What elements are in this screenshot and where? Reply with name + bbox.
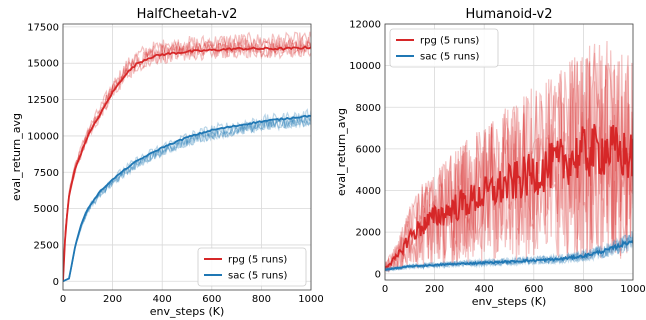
- halfcheetah-y-tick-label: 17500: [27, 22, 59, 33]
- humanoid-run-line: [385, 232, 633, 272]
- halfcheetah-x-tick-label: 0: [60, 294, 66, 305]
- humanoid-axes-frame: [384, 23, 634, 281]
- humanoid-run-line: [385, 55, 633, 272]
- halfcheetah-x-tick-label: 1000: [298, 294, 323, 305]
- halfcheetah-axes-frame: [62, 23, 312, 291]
- humanoid-y-tick-label: 4000: [356, 186, 381, 197]
- humanoid-legend: rpg (5 runs) sac (5 runs): [389, 28, 499, 68]
- humanoid-chart: 0 200 400 600 800 100002000400060008000100001…: [335, 7, 646, 308]
- halfcheetah-title: HalfCheetah-v2: [137, 7, 238, 22]
- humanoid-title: Humanoid-v2: [465, 7, 552, 22]
- humanoid-x-tick-label: 1000: [620, 284, 645, 295]
- humanoid-y-tick-label: 0: [375, 269, 381, 280]
- humanoid-x-tick-label: 600: [524, 284, 543, 295]
- halfcheetah-y-tick-label: 0: [53, 277, 59, 288]
- halfcheetah-legend-label: sac (5 runs): [228, 271, 287, 282]
- halfcheetah-run-line: [63, 114, 311, 282]
- halfcheetah-legend: rpg (5 runs) sac (5 runs): [197, 247, 307, 287]
- humanoid-x-tick-label: 200: [425, 284, 444, 295]
- humanoid-x-tick-label: 400: [475, 284, 494, 295]
- humanoid-series-line: [385, 123, 633, 269]
- halfcheetah-x-axis-label: env_steps (K): [150, 305, 225, 318]
- humanoid-y-tick-label: 2000: [356, 228, 381, 239]
- halfcheetah-y-tick-label: 15000: [27, 59, 59, 70]
- halfcheetah-y-tick-label: 5000: [34, 204, 59, 215]
- halfcheetah-y-tick-label: 10000: [27, 131, 59, 142]
- humanoid-legend-label: rpg (5 runs): [420, 36, 479, 47]
- halfcheetah-y-tick-label: 7500: [34, 168, 59, 179]
- halfcheetah-x-tick-label: 600: [202, 294, 221, 305]
- halfcheetah-series-group: [63, 31, 311, 283]
- halfcheetah-x-tick-label: 800: [252, 294, 271, 305]
- humanoid-y-tick-label: 6000: [356, 144, 381, 155]
- humanoid-legend-label: sac (5 runs): [420, 52, 479, 63]
- halfcheetah-run-line: [63, 31, 311, 282]
- halfcheetah-series-line: [63, 45, 311, 282]
- halfcheetah-x-tick-label: 200: [103, 294, 122, 305]
- halfcheetah-run-line: [63, 39, 311, 282]
- humanoid-x-axis-label: env_steps (K): [472, 295, 547, 308]
- humanoid-series-line: [385, 239, 633, 271]
- humanoid-x-tick-label: 0: [382, 284, 388, 295]
- halfcheetah-run-line: [63, 114, 311, 282]
- halfcheetah-run-line: [63, 114, 311, 282]
- humanoid-series-group: [385, 40, 633, 273]
- humanoid-run-line: [385, 43, 633, 272]
- halfcheetah-plot-area: [63, 24, 311, 290]
- humanoid-y-tick-label: 12000: [349, 20, 381, 31]
- humanoid-y-tick-label: 10000: [349, 61, 381, 72]
- halfcheetah-series-line: [63, 114, 311, 283]
- humanoid-legend-box: [389, 28, 499, 68]
- humanoid-run-line: [385, 57, 633, 273]
- halfcheetah-y-tick-label: 12500: [27, 95, 59, 106]
- halfcheetah-legend-label: rpg (5 runs): [228, 255, 287, 266]
- halfcheetah-x-tick-label: 400: [153, 294, 172, 305]
- humanoid-y-axis-label: eval_return_avg: [335, 108, 348, 196]
- humanoid-run-line: [385, 40, 633, 272]
- halfcheetah-run-line: [63, 114, 311, 282]
- halfcheetah-legend-box: [197, 247, 307, 287]
- humanoid-y-tick-label: 8000: [356, 103, 381, 114]
- halfcheetah-y-tick-label: 2500: [34, 240, 59, 251]
- humanoid-x-tick-label: 800: [574, 284, 593, 295]
- halfcheetah-y-axis-label: eval_return_avg: [10, 113, 23, 201]
- halfcheetah-chart: 0 200 400 600 800 100002500500075001000012500…: [10, 7, 324, 318]
